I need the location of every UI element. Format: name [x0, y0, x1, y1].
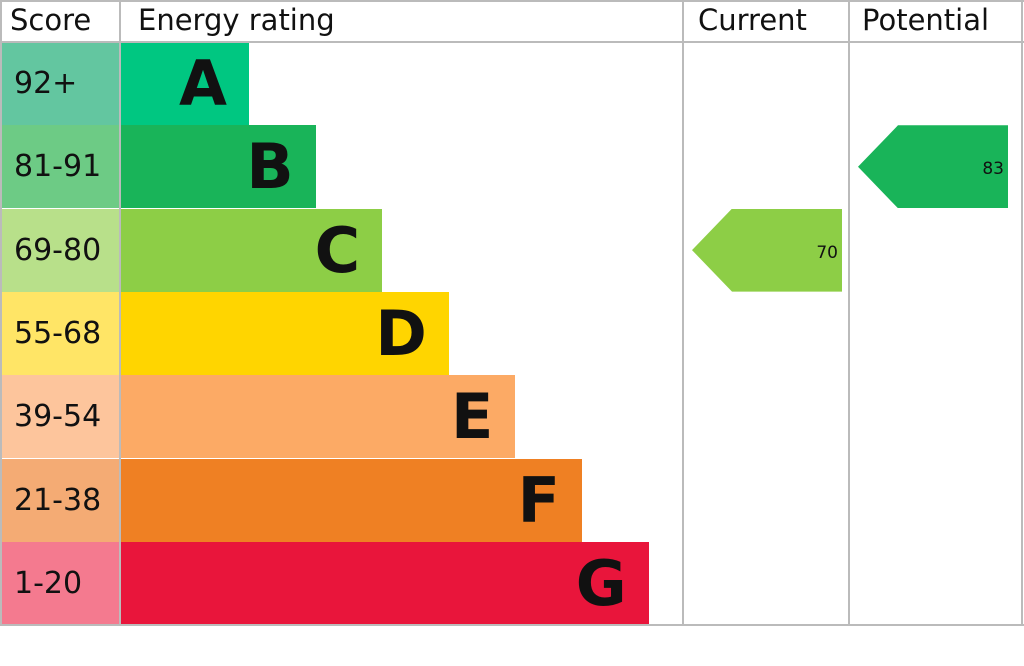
grid-line-h: [0, 0, 1024, 2]
score-range-B: 81-91: [0, 125, 120, 209]
grid-line-v: [0, 0, 2, 626]
grid-line-h: [0, 41, 1024, 43]
score-range-G: 1-20: [0, 541, 120, 625]
grid-line-v: [848, 0, 850, 626]
score-range-C: 69-80: [0, 208, 120, 292]
score-range-E: 39-54: [0, 375, 120, 459]
rating-bar-A: A: [120, 42, 249, 125]
header-current: Current: [698, 3, 807, 37]
rating-bar-E: E: [120, 375, 516, 459]
rating-bar-C: C: [120, 208, 383, 292]
current-rating-arrow: 70: [692, 208, 842, 292]
rating-bar-F: F: [120, 458, 582, 542]
current-value: 70: [816, 242, 838, 263]
potential-rating-arrow: 83: [858, 125, 1008, 209]
header-energy-rating: Energy rating: [138, 3, 335, 37]
rating-bar-B: B: [120, 125, 316, 209]
grid-line-v: [1021, 0, 1023, 626]
rating-bar-D: D: [120, 291, 449, 375]
grid-line-v: [119, 0, 121, 626]
potential-value: 83: [982, 159, 1004, 180]
score-range-A: 92+: [0, 42, 120, 125]
rating-bar-G: G: [120, 541, 649, 625]
grid-line-h: [0, 624, 1024, 626]
grid-line-v: [682, 0, 684, 626]
score-range-F: 21-38: [0, 458, 120, 542]
score-range-D: 55-68: [0, 291, 120, 375]
header-potential: Potential: [862, 3, 990, 37]
header-score: Score: [10, 3, 92, 37]
